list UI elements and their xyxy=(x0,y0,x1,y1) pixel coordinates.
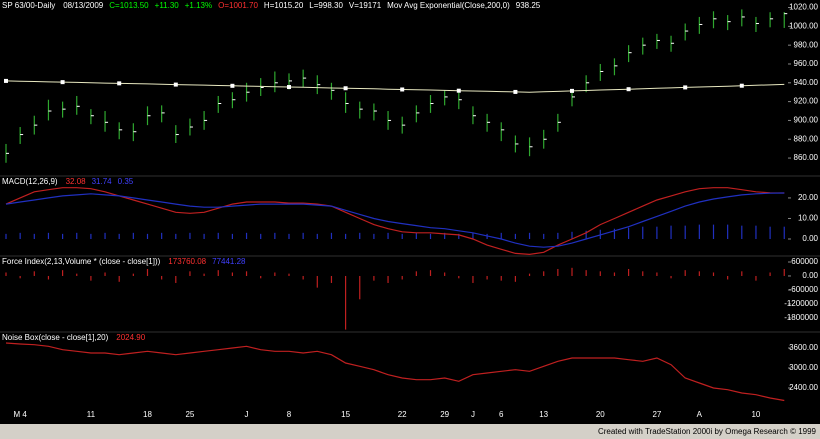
y-tick-label: 940.00 xyxy=(794,78,819,87)
ma-marker xyxy=(343,86,348,91)
footer: Created with TradeStation 2000i by Omega… xyxy=(598,427,817,436)
indicator-line xyxy=(5,342,785,402)
x-tick-label: 20 xyxy=(596,410,605,419)
y-tick-label: 980.00 xyxy=(794,40,819,49)
indicator-line xyxy=(5,187,785,256)
y-tick-label: -1800000 xyxy=(784,313,818,322)
y-tick-label: 880.00 xyxy=(794,134,819,143)
readout: V=19171 xyxy=(349,1,382,10)
readout: 08/13/2009 xyxy=(63,1,104,10)
x-tick-label: M 4 xyxy=(13,410,27,419)
ma-marker xyxy=(739,83,744,88)
moving-average xyxy=(5,80,785,93)
ma-marker xyxy=(456,88,461,93)
readout: 938.25 xyxy=(516,1,541,10)
readout: +11.30 xyxy=(155,1,180,10)
ma-marker xyxy=(400,87,405,92)
x-tick-label: 27 xyxy=(652,410,661,419)
x-tick-label: J xyxy=(245,410,249,419)
y-tick-label: 2400.00 xyxy=(789,383,818,392)
y-tick-label: -1200000 xyxy=(784,299,818,308)
readout: 173760.08 xyxy=(168,257,206,266)
readout: 0.35 xyxy=(118,177,134,186)
x-tick-label: 8 xyxy=(287,410,292,419)
pane-title: Noise Box(close - close[1],20) xyxy=(2,333,109,342)
ma-marker xyxy=(4,78,8,83)
ma-marker xyxy=(626,87,631,92)
ma-marker xyxy=(173,82,178,87)
readout: O=1001.70 xyxy=(218,1,258,10)
readout: L=998.30 xyxy=(309,1,343,10)
y-tick-label: 3000.00 xyxy=(789,363,818,372)
pane-title: MACD(12,26,9) xyxy=(2,177,58,186)
y-tick-label: 960.00 xyxy=(794,59,819,68)
readout: Mov Avg Exponential(Close,200,0) xyxy=(387,1,510,10)
pane-title: Force Index(2,13,Volume * (close - close… xyxy=(2,257,161,266)
readout: 31.74 xyxy=(92,177,113,186)
ma-marker xyxy=(230,83,235,88)
y-tick-label: 1020.00 xyxy=(789,3,818,12)
readout: H=1015.20 xyxy=(264,1,304,10)
ma-marker xyxy=(287,85,291,90)
readout: C=1013.50 xyxy=(109,1,149,10)
x-tick-label: 10 xyxy=(751,410,760,419)
pane-title: SP 63/00-Daily xyxy=(2,1,55,10)
y-tick-label: 900.00 xyxy=(794,116,819,125)
x-tick-label: A xyxy=(697,410,703,419)
ma-marker xyxy=(570,88,574,93)
ma-marker xyxy=(117,81,122,86)
y-tick-label: 1000.00 xyxy=(789,21,818,30)
y-tick-label: 860.00 xyxy=(794,153,819,162)
readout: 32.08 xyxy=(66,177,87,186)
x-tick-label: 25 xyxy=(185,410,194,419)
y-tick-label: 3600.00 xyxy=(789,343,818,352)
ma-marker xyxy=(513,89,518,94)
ma-marker xyxy=(683,85,688,90)
x-tick-label: 13 xyxy=(539,410,548,419)
y-tick-label: 920.00 xyxy=(794,97,819,106)
readout: 2024.90 xyxy=(116,333,145,342)
status-strip xyxy=(0,424,820,439)
y-tick-label: 20.00 xyxy=(798,193,819,202)
x-tick-label: 22 xyxy=(398,410,407,419)
y-tick-label: 0.00 xyxy=(802,271,818,280)
y-tick-label: 600000 xyxy=(791,257,818,266)
y-tick-label: -600000 xyxy=(789,285,819,294)
ma-marker xyxy=(60,80,65,85)
x-tick-label: 11 xyxy=(87,410,96,419)
y-tick-label: 0.00 xyxy=(802,234,818,243)
x-tick-label: 6 xyxy=(499,410,504,419)
x-tick-label: 15 xyxy=(341,410,350,419)
y-tick-label: 10.00 xyxy=(798,214,819,223)
x-tick-label: 18 xyxy=(143,410,152,419)
readout: 77441.28 xyxy=(212,257,246,266)
x-tick-label: 29 xyxy=(440,410,449,419)
indicator-line xyxy=(5,192,785,248)
readout: +1.13% xyxy=(185,1,212,10)
x-tick-label: J xyxy=(471,410,475,419)
